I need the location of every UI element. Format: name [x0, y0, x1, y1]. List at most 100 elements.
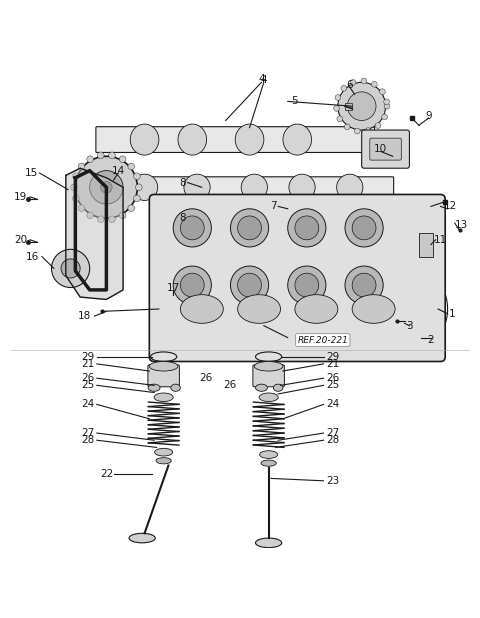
Ellipse shape	[255, 538, 282, 548]
Circle shape	[180, 273, 204, 297]
Circle shape	[51, 249, 90, 287]
Circle shape	[75, 156, 137, 218]
Circle shape	[238, 216, 262, 240]
Ellipse shape	[352, 295, 395, 323]
Text: 24: 24	[81, 399, 95, 410]
Text: 2: 2	[428, 335, 434, 345]
Ellipse shape	[260, 451, 278, 459]
Text: 4: 4	[261, 75, 267, 85]
Circle shape	[119, 212, 126, 219]
Circle shape	[288, 266, 326, 304]
Text: 26: 26	[81, 373, 95, 383]
FancyBboxPatch shape	[96, 127, 374, 153]
Circle shape	[372, 82, 377, 87]
Bar	[419, 232, 433, 256]
Text: 26: 26	[199, 373, 213, 383]
Circle shape	[382, 114, 387, 120]
Circle shape	[78, 163, 85, 170]
Text: 1: 1	[449, 309, 456, 319]
Text: 28: 28	[326, 435, 339, 445]
Circle shape	[87, 156, 94, 163]
Circle shape	[155, 284, 192, 320]
Circle shape	[380, 89, 385, 95]
FancyBboxPatch shape	[370, 138, 401, 160]
Ellipse shape	[155, 448, 173, 456]
Circle shape	[365, 128, 371, 133]
Circle shape	[87, 212, 94, 219]
Text: 15: 15	[24, 168, 37, 178]
Text: 6: 6	[347, 80, 353, 90]
Circle shape	[61, 259, 80, 278]
Text: 19: 19	[14, 192, 27, 202]
Text: 25: 25	[81, 380, 95, 391]
Circle shape	[90, 171, 123, 204]
Circle shape	[295, 273, 319, 297]
Circle shape	[335, 95, 341, 100]
Circle shape	[108, 216, 115, 222]
Text: 24: 24	[326, 399, 339, 410]
Ellipse shape	[238, 295, 281, 323]
Text: 21: 21	[81, 359, 95, 369]
Circle shape	[341, 85, 347, 91]
Text: 29: 29	[326, 352, 339, 362]
Circle shape	[72, 173, 79, 180]
Text: 28: 28	[81, 435, 95, 445]
Text: 9: 9	[425, 111, 432, 121]
Ellipse shape	[274, 384, 283, 391]
Circle shape	[135, 184, 142, 190]
Text: 29: 29	[81, 352, 95, 362]
Ellipse shape	[154, 393, 173, 402]
Circle shape	[78, 205, 85, 211]
Circle shape	[230, 266, 269, 304]
Circle shape	[344, 124, 350, 130]
Circle shape	[238, 273, 262, 297]
Circle shape	[108, 152, 115, 159]
Ellipse shape	[184, 174, 210, 200]
Text: 26: 26	[326, 373, 339, 383]
FancyBboxPatch shape	[148, 365, 180, 387]
Circle shape	[97, 216, 104, 222]
Ellipse shape	[295, 295, 338, 323]
Ellipse shape	[129, 533, 156, 543]
Ellipse shape	[235, 124, 264, 155]
Text: 11: 11	[434, 235, 447, 245]
Ellipse shape	[289, 174, 315, 200]
Circle shape	[230, 209, 269, 247]
Text: 27: 27	[326, 428, 339, 438]
FancyBboxPatch shape	[149, 195, 445, 362]
Text: 3: 3	[406, 321, 413, 331]
Ellipse shape	[254, 362, 283, 371]
Text: 14: 14	[112, 166, 125, 176]
Circle shape	[345, 209, 383, 247]
Circle shape	[350, 80, 356, 85]
Text: REF.20-221: REF.20-221	[297, 336, 348, 344]
Circle shape	[338, 82, 385, 130]
Circle shape	[288, 209, 326, 247]
Ellipse shape	[148, 384, 160, 391]
Text: 8: 8	[180, 177, 186, 187]
Circle shape	[337, 116, 343, 122]
Circle shape	[165, 294, 182, 310]
Circle shape	[128, 205, 134, 211]
Circle shape	[334, 106, 339, 111]
Bar	[402, 326, 424, 345]
Circle shape	[173, 266, 211, 304]
Circle shape	[133, 173, 140, 180]
FancyBboxPatch shape	[253, 365, 284, 387]
Circle shape	[97, 152, 104, 159]
Text: 13: 13	[456, 221, 468, 231]
Circle shape	[133, 195, 140, 201]
Circle shape	[384, 99, 389, 104]
Circle shape	[119, 156, 126, 163]
Text: 25: 25	[326, 380, 339, 391]
Ellipse shape	[156, 458, 171, 464]
Ellipse shape	[255, 384, 267, 391]
Circle shape	[128, 163, 134, 170]
Text: 20: 20	[14, 235, 27, 245]
Circle shape	[345, 266, 383, 304]
Ellipse shape	[130, 124, 159, 155]
FancyBboxPatch shape	[96, 177, 394, 198]
FancyBboxPatch shape	[362, 130, 409, 168]
Circle shape	[180, 216, 204, 240]
Circle shape	[72, 195, 79, 201]
